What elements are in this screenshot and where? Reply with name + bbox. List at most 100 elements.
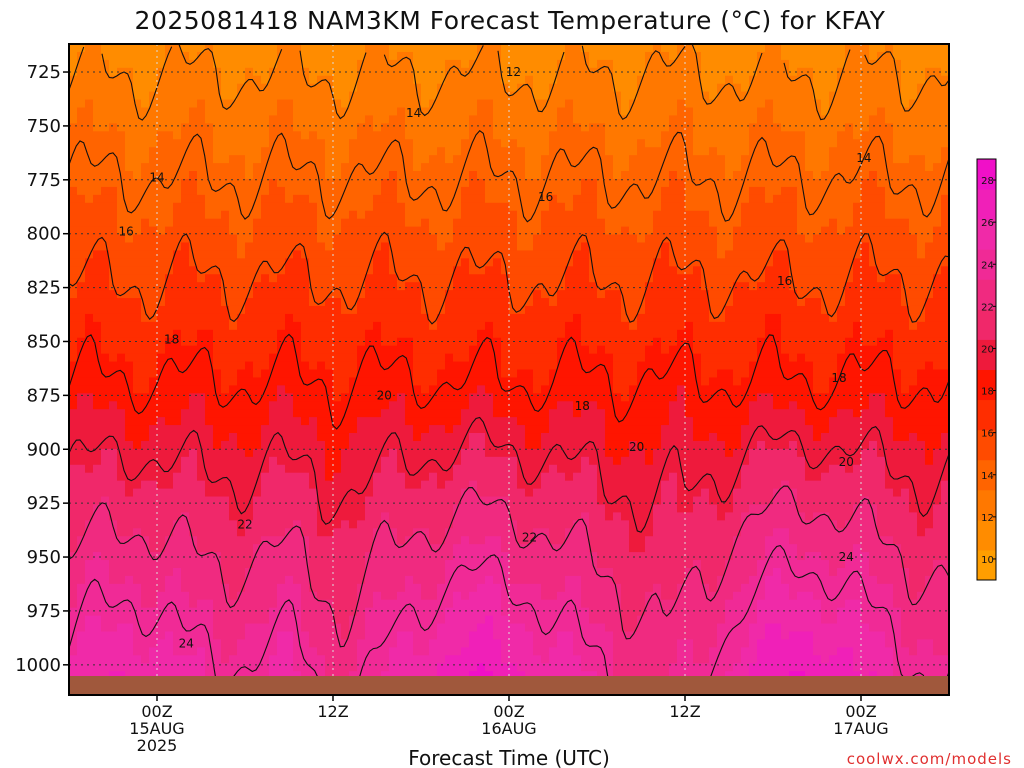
temperature-cell [405,258,414,267]
temperature-cell [517,456,526,466]
temperature-cell [517,282,526,291]
temperature-cell [485,591,494,601]
temperature-cell [549,266,558,275]
temperature-cell [285,194,294,204]
temperature-cell [293,131,302,140]
temperature-cell [125,417,134,426]
temperature-cell [221,631,230,641]
temperature-cell [365,147,374,156]
temperature-cell [229,313,238,323]
temperature-cell [525,282,534,291]
temperature-cell [397,139,406,148]
temperature-cell [437,544,446,553]
temperature-cell [269,178,278,188]
temperature-cell [341,448,350,458]
temperature-cell [93,155,102,164]
temperature-cell [301,361,310,371]
temperature-cell [533,321,542,331]
temperature-cell [101,298,110,307]
temperature-cell [109,298,118,307]
temperature-cell [285,274,294,283]
temperature-cell [445,107,454,117]
temperature-cell [389,75,398,85]
temperature-cell [549,313,558,323]
temperature-cell [389,242,398,252]
temperature-cell [365,202,374,212]
temperature-cell [117,258,126,267]
temperature-cell [405,345,414,355]
temperature-cell [149,234,158,244]
temperature-cell [261,274,270,283]
temperature-cell [133,115,142,124]
temperature-cell [421,377,430,386]
temperature-cell [165,274,174,283]
temperature-cell [445,655,454,664]
temperature-cell [469,488,478,498]
temperature-cell [341,393,350,402]
temperature-cell [125,655,134,664]
temperature-cell [85,575,94,585]
temperature-cell [173,488,182,498]
temperature-cell [421,171,430,180]
temperature-cell [149,353,158,363]
temperature-cell [397,226,406,236]
temperature-cell [341,512,350,521]
temperature-cell [325,520,334,529]
temperature-cell [197,99,206,109]
temperature-cell [461,75,470,85]
temperature-cell [461,321,470,331]
temperature-cell [397,639,406,648]
temperature-cell [437,464,446,474]
temperature-cell [541,91,550,101]
temperature-cell [189,321,198,331]
temperature-cell [245,329,254,339]
temperature-cell [141,464,150,474]
temperature-cell [413,337,422,347]
temperature-cell [509,663,518,672]
temperature-cell [549,147,558,156]
temperature-cell [229,671,238,680]
temperature-cell [341,520,350,529]
temperature-cell [149,536,158,545]
temperature-cell [389,639,398,648]
temperature-cell [525,147,534,156]
temperature-cell [109,91,118,101]
temperature-cell [413,313,422,323]
temperature-cell [253,329,262,339]
temperature-cell [277,560,286,569]
temperature-cell [237,282,246,291]
temperature-cell [141,171,150,180]
temperature-cell [309,591,318,601]
temperature-cell [269,290,278,299]
temperature-cell [509,171,518,180]
temperature-cell [141,591,150,601]
temperature-cell [445,67,454,77]
temperature-cell [309,226,318,236]
temperature-cell [469,639,478,648]
temperature-cell [85,369,94,379]
temperature-cell [501,591,510,601]
temperature-cell [549,75,558,85]
temperature-cell [85,99,94,109]
temperature-cell [149,488,158,498]
temperature-cell [333,305,342,315]
temperature-cell [501,544,510,553]
temperature-cell [509,575,518,585]
temperature-cell [117,321,126,331]
temperature-cell [493,425,502,434]
temperature-cell [333,417,342,426]
temperature-cell [293,59,302,69]
temperature-cell [133,186,142,196]
temperature-cell [181,83,190,93]
temperature-cell [285,155,294,164]
temperature-cell [501,409,510,418]
temperature-cell [117,250,126,259]
temperature-cell [493,115,502,124]
temperature-cell [333,107,342,117]
temperature-cell [405,115,414,124]
temperature-cell [173,512,182,521]
temperature-cell [477,210,486,220]
temperature-cell [541,377,550,386]
temperature-cell [69,496,78,506]
temperature-cell [493,242,502,252]
